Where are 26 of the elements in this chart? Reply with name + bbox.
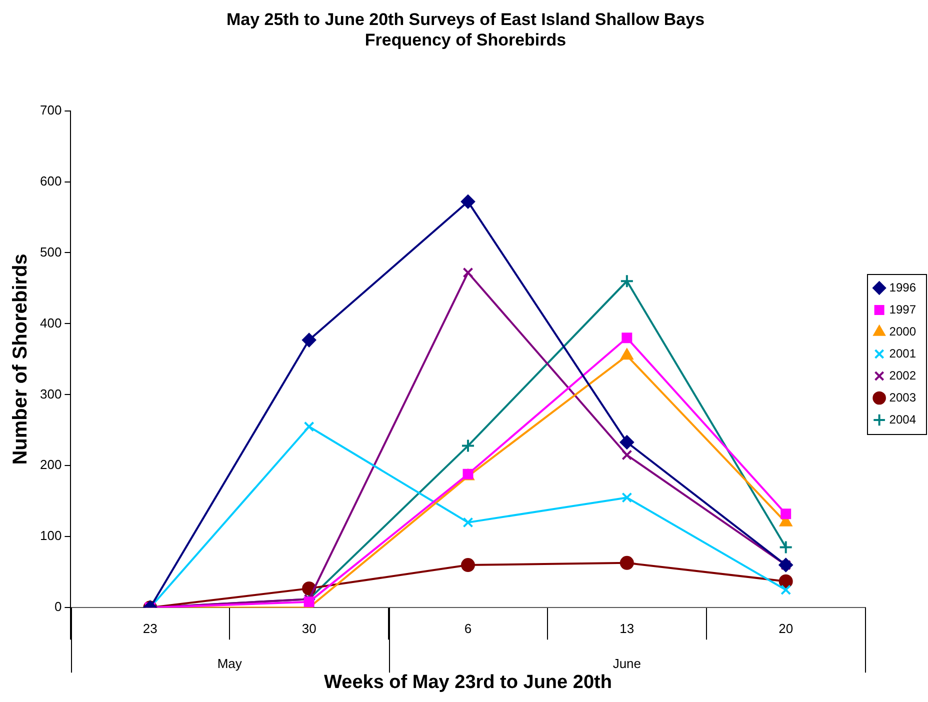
- legend-label: 1997: [889, 302, 916, 316]
- chart-title: May 25th to June 20th Surveys of East Island Shallow Bays: [226, 10, 705, 29]
- x-tick-label: 13: [620, 620, 634, 636]
- y-tick-label: 0: [54, 599, 62, 614]
- text: June: [612, 656, 642, 672]
- legend-label: 2001: [889, 346, 916, 360]
- legend-label: 2002: [889, 368, 916, 382]
- x-tick-label: 6: [464, 620, 472, 636]
- legend-label: 1996: [889, 280, 916, 294]
- x-axis-title: Weeks of May 23rd to June 20th: [324, 672, 612, 693]
- y-tick-label: 400: [40, 315, 62, 330]
- y-tick-label: 300: [40, 386, 62, 402]
- legend-label: 2004: [889, 412, 916, 426]
- x-tick-label: 20: [778, 620, 794, 636]
- x-tick-label: 23: [142, 620, 158, 636]
- text: May: [217, 656, 242, 672]
- y-tick-label: 100: [40, 528, 62, 544]
- y-tick-label: 600: [40, 173, 62, 188]
- y-axis-title: Number of Shorebirds: [10, 254, 32, 465]
- legend-label: 2003: [889, 390, 916, 404]
- x-tick-label: 30: [302, 620, 316, 636]
- y-tick-label: 200: [40, 457, 62, 472]
- y-tick-label: 500: [40, 244, 62, 260]
- chart-subtitle: Frequency of Shorebirds: [364, 30, 566, 50]
- y-tick-label: 700: [40, 102, 62, 118]
- legend-label: 2000: [889, 324, 916, 338]
